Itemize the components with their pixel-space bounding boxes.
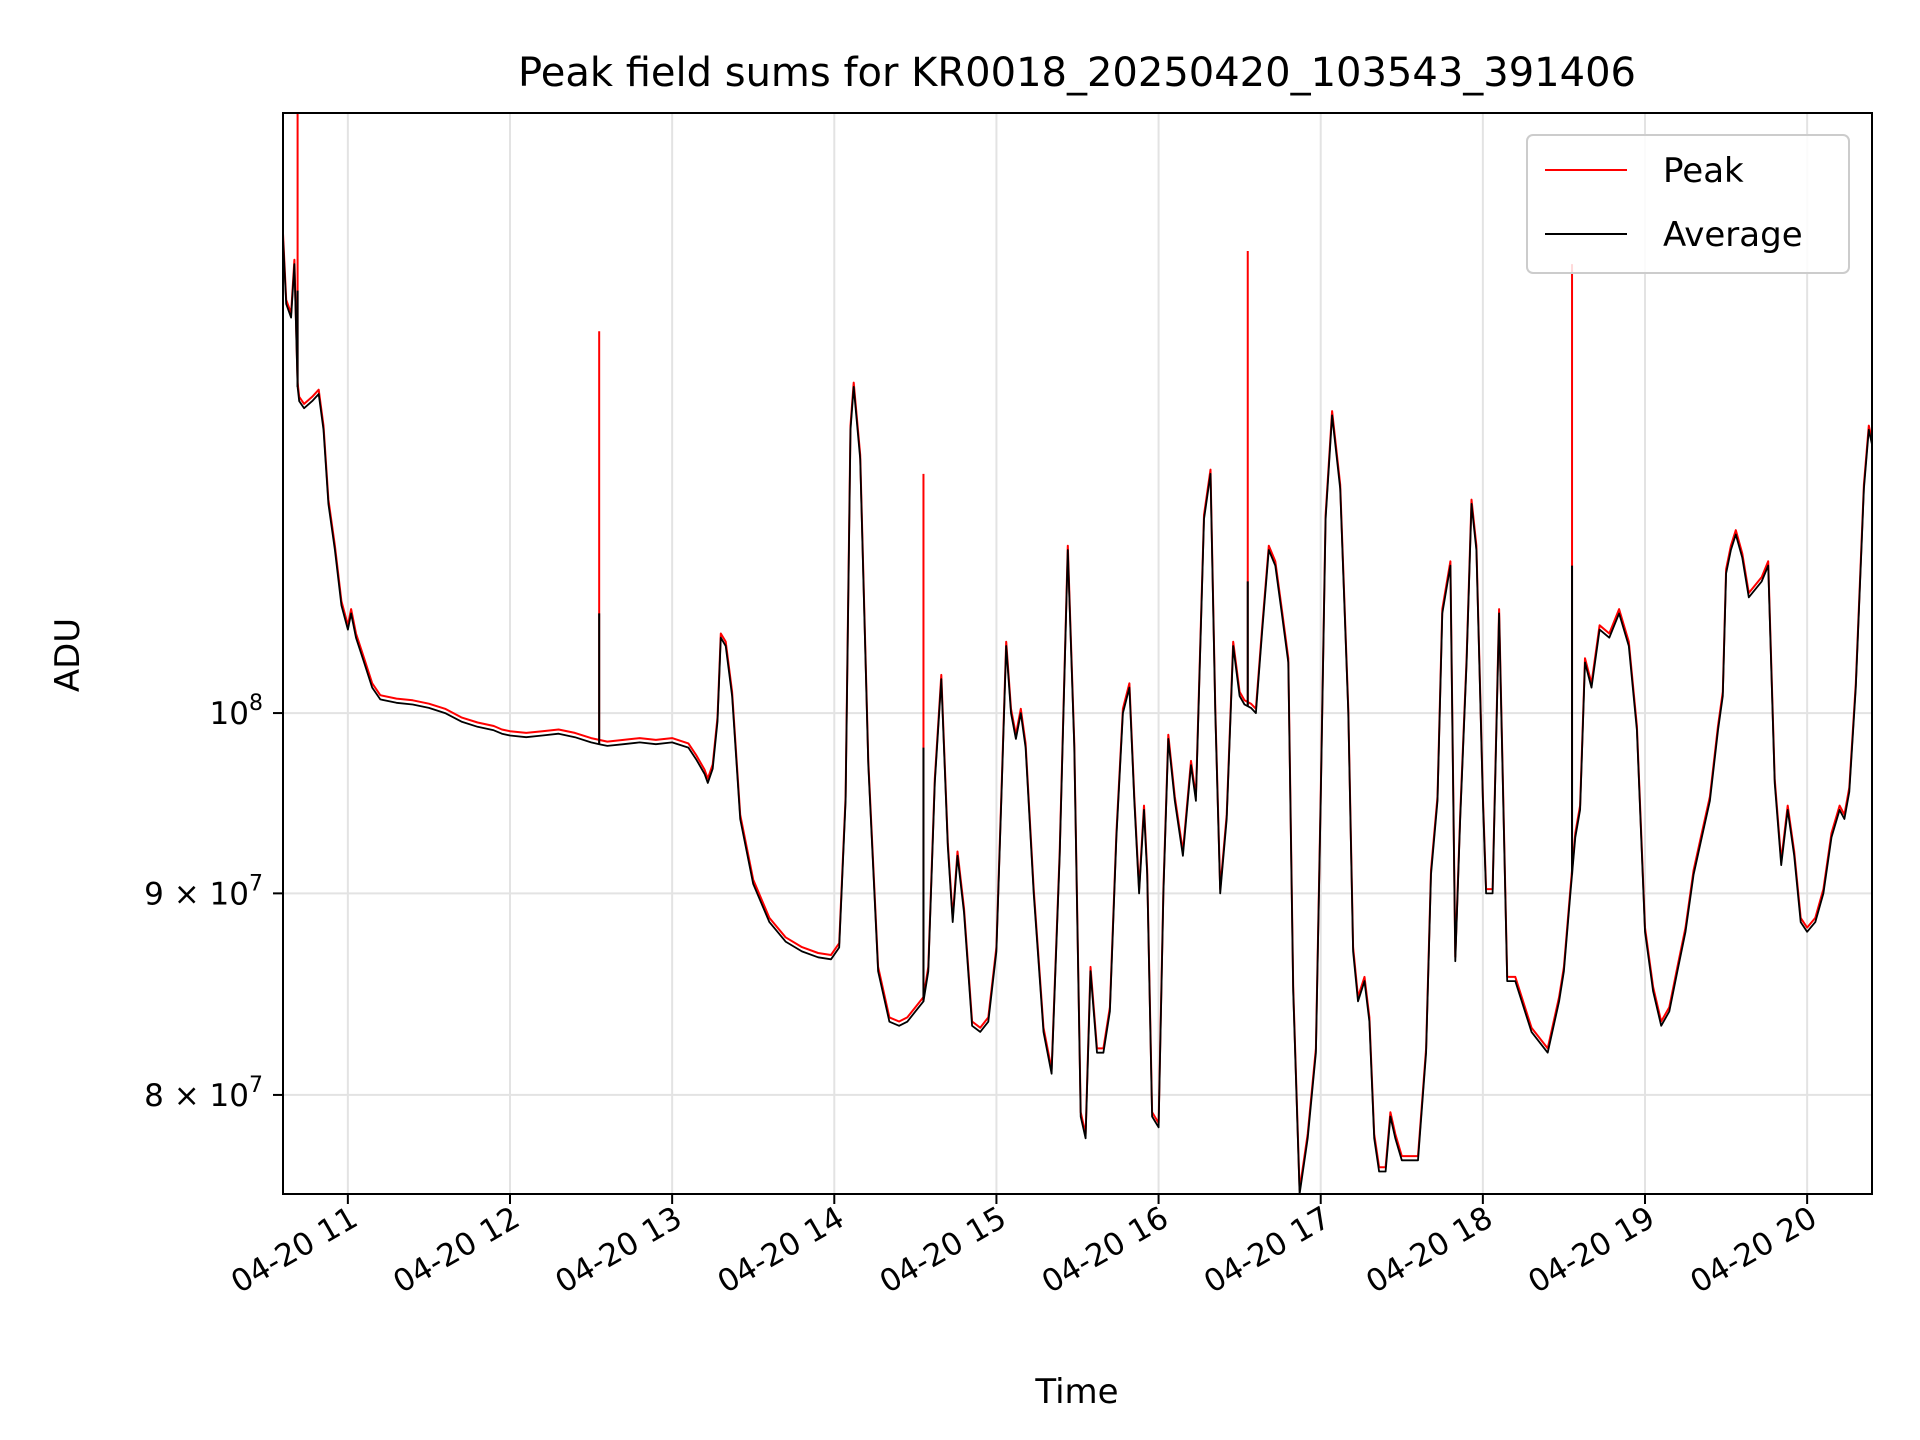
x-axis-ticks: 04-20 11 04-20 12 04-20 13 04-20 14 04-20 15… — [225, 1194, 1823, 1301]
peak-spikes — [296, 113, 1574, 1002]
plot-area — [282, 113, 1873, 1195]
x-tick-label: 04-20 18 — [1360, 1200, 1499, 1301]
x-tick-label: 04-20 11 — [225, 1200, 364, 1301]
x-tick-label: 04-20 12 — [387, 1200, 526, 1301]
y-tick-label: 8 × 107 — [144, 1073, 263, 1114]
x-tick-label: 04-20 15 — [874, 1200, 1013, 1301]
y-tick-label: 9 × 107 — [144, 871, 263, 912]
x-tick-label: 04-20 19 — [1522, 1200, 1661, 1301]
x-tick-label: 04-20 17 — [1198, 1200, 1337, 1301]
legend: Peak Average — [1526, 134, 1850, 274]
average-series-line — [282, 237, 1873, 1195]
average-spikes — [296, 290, 1574, 1002]
y-axis-label: ADU — [48, 618, 88, 692]
chart-title: Peak field sums for KR0018_20250420_1035… — [518, 50, 1636, 96]
x-tick-label: 04-20 20 — [1684, 1200, 1823, 1301]
x-tick-label: 04-20 13 — [549, 1200, 688, 1301]
y-tick-label: 108 — [210, 691, 263, 732]
x-tick-label: 04-20 14 — [712, 1200, 851, 1301]
plot-frame — [282, 112, 1873, 1195]
grid — [283, 113, 1872, 1194]
legend-peak-label: Peak — [1663, 151, 1744, 191]
peak-series-line — [282, 233, 1873, 1191]
y-axis-ticks: 8 × 107 9 × 107 108 — [144, 691, 283, 1114]
legend-average-label: Average — [1663, 215, 1803, 255]
x-axis-label: Time — [1034, 1372, 1118, 1412]
x-tick-label: 04-20 16 — [1036, 1200, 1175, 1301]
